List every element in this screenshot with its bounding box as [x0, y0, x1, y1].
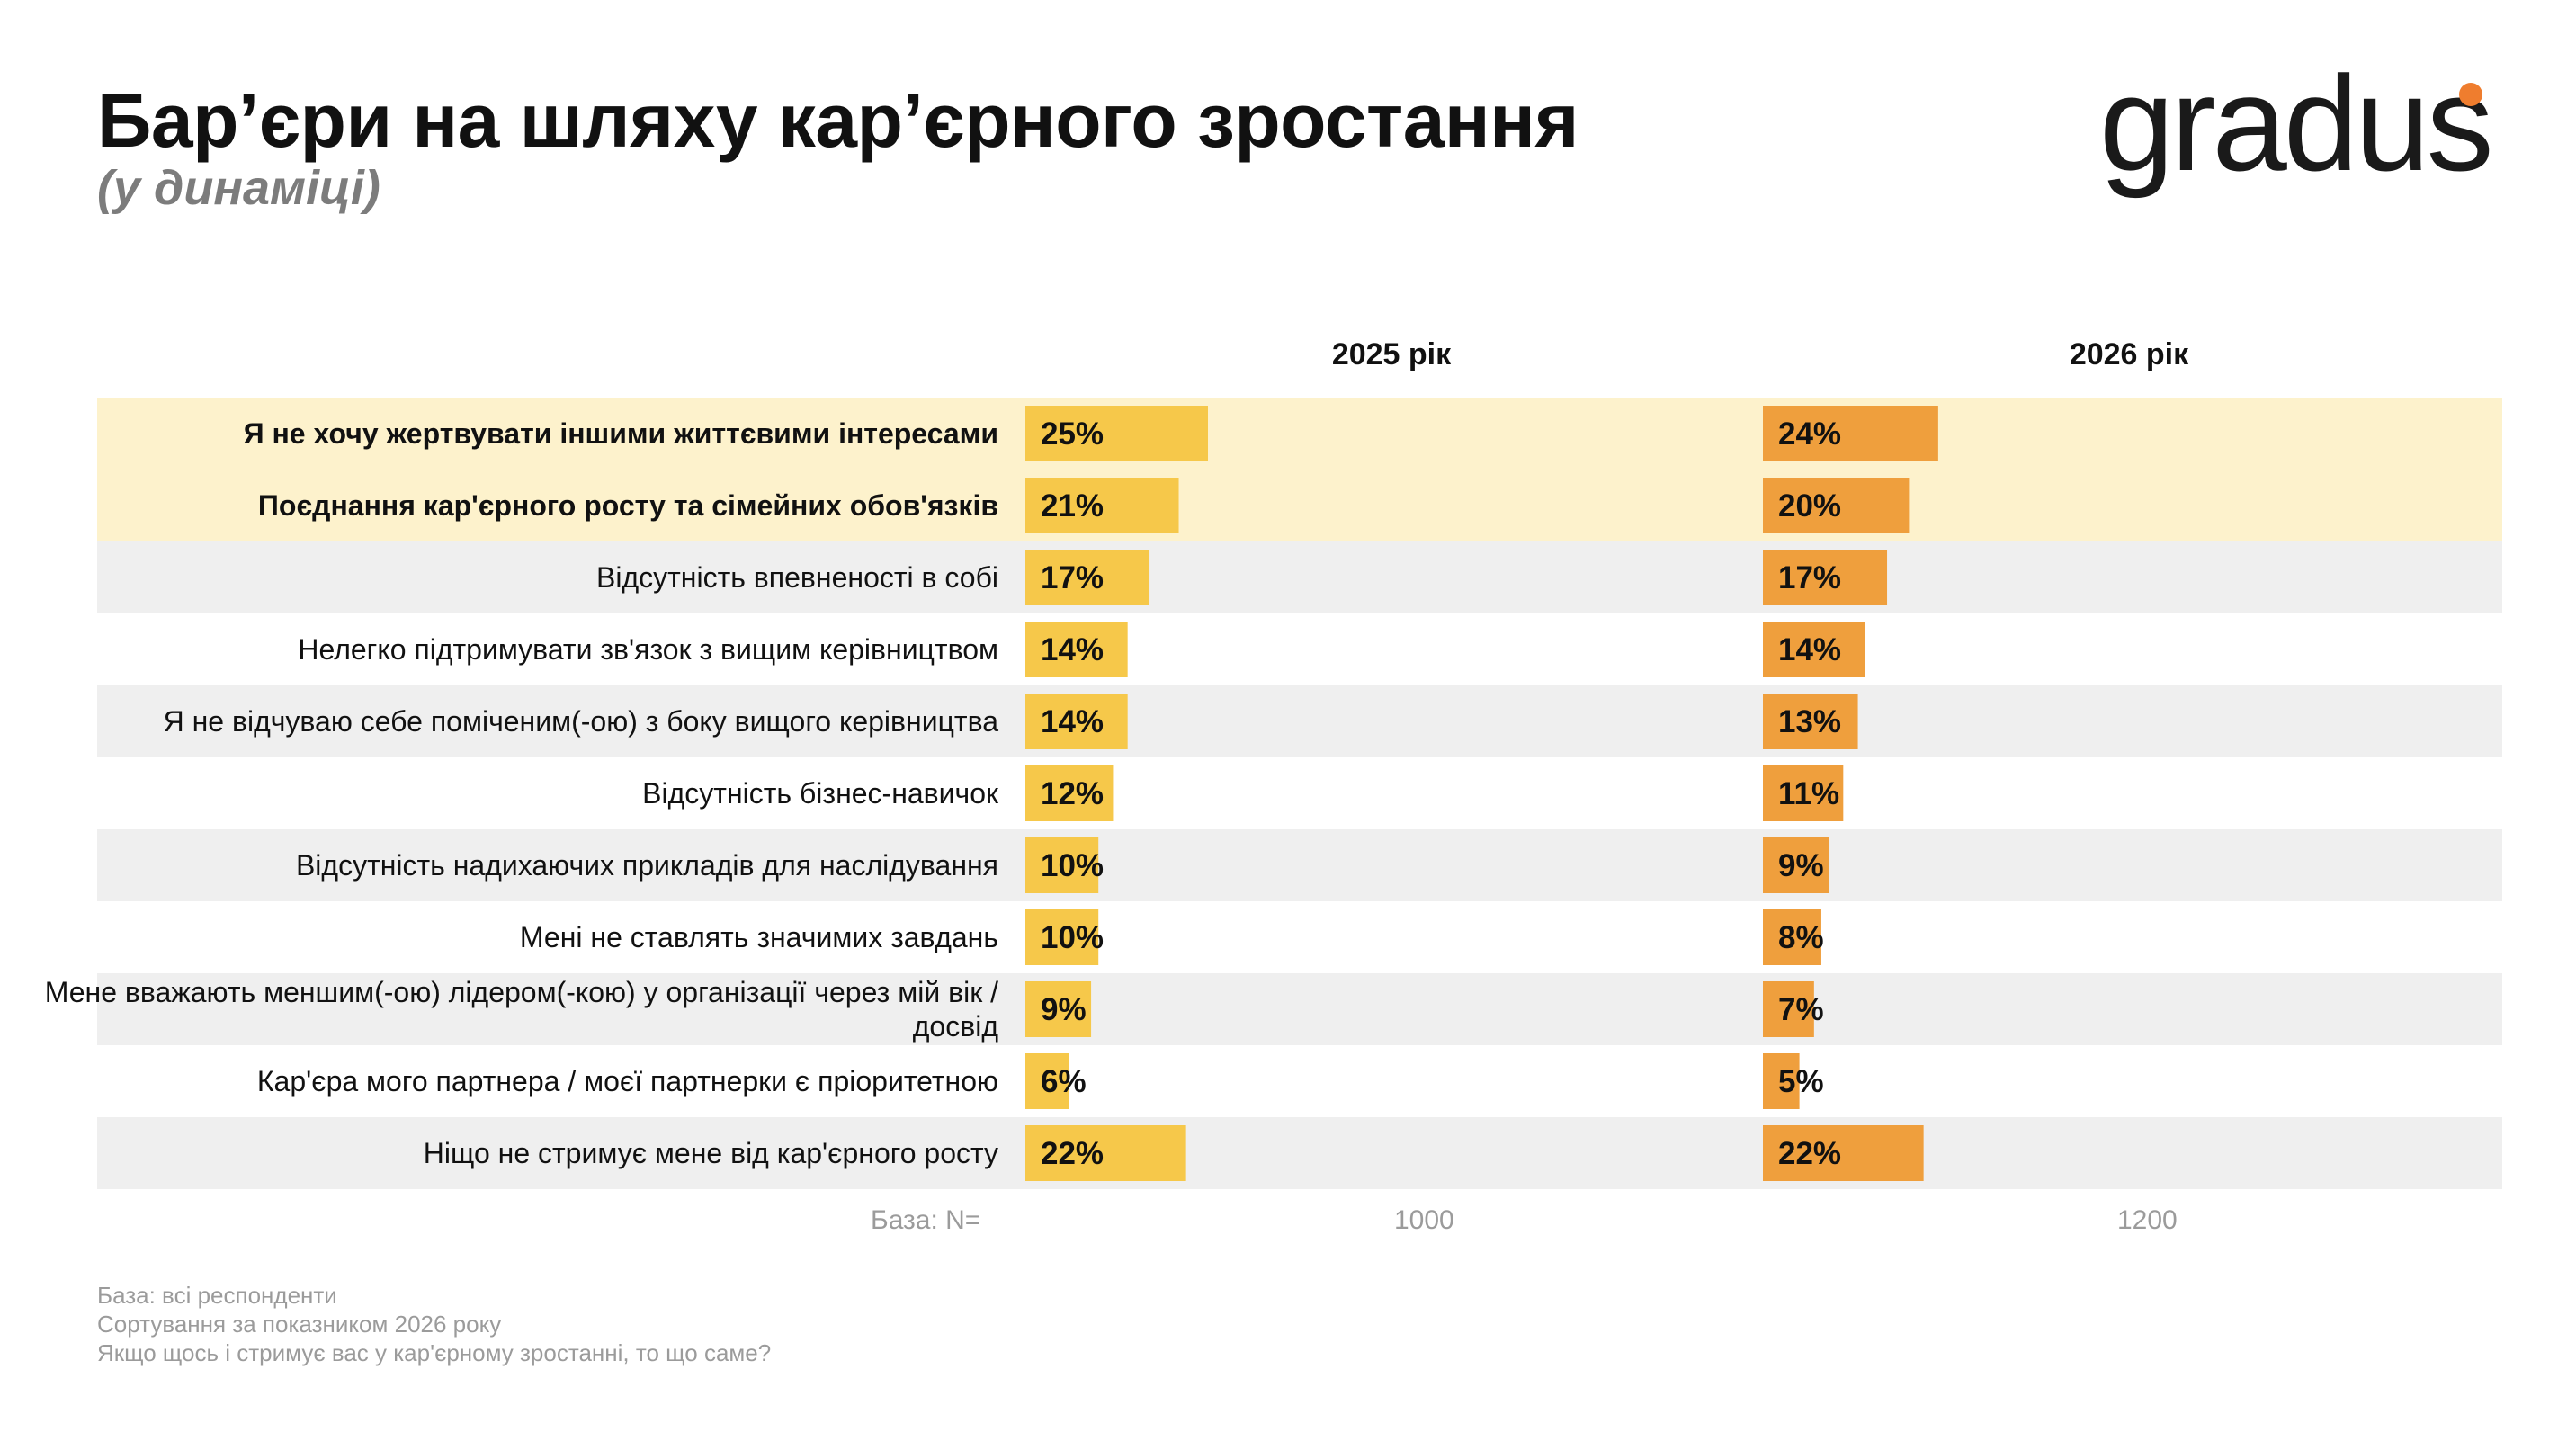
bar-2026: [1763, 550, 1888, 605]
row-band: [97, 541, 2502, 613]
data-label-2026: 22%: [1778, 1136, 1841, 1171]
bar-2026: [1763, 478, 1910, 533]
bar-2026: [1763, 1125, 1924, 1181]
bar-2026: [1763, 981, 1814, 1037]
base-n-2025: 1000: [1394, 1205, 1454, 1235]
category-label: Мені не ставлять значимих завдань: [520, 921, 998, 953]
bar-2025: [1025, 837, 1099, 893]
logo-dot-icon: [2459, 83, 2482, 106]
data-label-2026: 7%: [1778, 992, 1824, 1027]
footnote-question: Якщо щось і стримує вас у кар'єрному зро…: [97, 1339, 772, 1366]
row-band: [97, 973, 2502, 1045]
data-label-2025: 9%: [1041, 992, 1087, 1027]
data-label-2026: 11%: [1778, 776, 1839, 811]
row-band: [97, 685, 2502, 757]
page-subtitle: (у динаміці): [97, 161, 380, 215]
bar-2026: [1763, 406, 1938, 461]
data-label-2026: 24%: [1778, 416, 1841, 452]
bar-2025: [1025, 1053, 1069, 1109]
category-label: Я не відчуваю себе поміченим(-ою) з боку…: [164, 705, 999, 738]
bar-2025: [1025, 550, 1150, 605]
data-label-2025: 6%: [1041, 1064, 1087, 1099]
page-title: Бар’єри на шляху кар’єрного зростання: [97, 78, 1579, 163]
data-label-2025: 14%: [1041, 632, 1104, 667]
category-label: Ніщо не стримує мене від кар'єрного рост…: [424, 1137, 998, 1169]
bar-2025: [1025, 694, 1128, 749]
row-band: [97, 829, 2502, 901]
base-n-label: База: N=: [871, 1205, 981, 1235]
bar-2025: [1025, 406, 1208, 461]
bar-2025: [1025, 765, 1114, 821]
data-label-2025: 17%: [1041, 560, 1104, 595]
series-header-2025: 2025 рік: [1331, 337, 1452, 371]
category-label: Відсутність надихаючих прикладів для нас…: [296, 849, 998, 882]
bar-2025: [1025, 622, 1128, 677]
data-label-2025: 12%: [1041, 776, 1104, 811]
bar-2026: [1763, 622, 1865, 677]
row-band: [97, 398, 2502, 470]
data-label-2025: 21%: [1041, 488, 1104, 524]
data-label-2026: 5%: [1778, 1064, 1824, 1099]
category-label: Кар'єра мого партнера / моєї партнерки є…: [257, 1065, 998, 1097]
bar-2026: [1763, 765, 1844, 821]
category-label: Поєднання кар'єрного росту та сімейних о…: [258, 489, 998, 522]
bar-2025: [1025, 909, 1099, 965]
bar-2025: [1025, 1125, 1186, 1181]
data-label-2026: 17%: [1778, 560, 1841, 595]
data-label-2025: 10%: [1041, 848, 1104, 883]
bar-2025: [1025, 478, 1179, 533]
category-label: Мене вважають меншим(-ою) лідером(-кою) …: [45, 976, 999, 1043]
row-band: [97, 1117, 2502, 1189]
data-label-2026: 9%: [1778, 848, 1824, 883]
category-label: Я не хочу жертвувати іншими життєвими ін…: [244, 417, 998, 450]
bar-2026: [1763, 837, 1829, 893]
data-label-2026: 13%: [1778, 704, 1841, 739]
base-n-2026: 1200: [2117, 1205, 2178, 1235]
category-label: Відсутність впевненості в собі: [596, 561, 998, 594]
data-label-2026: 20%: [1778, 488, 1841, 524]
bar-2025: [1025, 981, 1092, 1037]
bar-2026: [1763, 909, 1821, 965]
category-label: Відсутність бізнес-навичок: [642, 777, 999, 810]
data-label-2025: 22%: [1041, 1136, 1104, 1171]
bar-2026: [1763, 694, 1858, 749]
data-label-2025: 25%: [1041, 416, 1104, 452]
data-label-2025: 14%: [1041, 704, 1104, 739]
footnote-sorting: Сортування за показником 2026 року: [97, 1311, 502, 1338]
series-header-2026: 2026 рік: [2069, 337, 2189, 371]
gradus-logo: gradus: [2099, 56, 2494, 200]
category-label: Нелегко підтримувати зв'язок з вищим кер…: [298, 633, 998, 666]
footnote-base: База: всі респонденти: [97, 1282, 337, 1309]
row-band: [97, 470, 2502, 541]
logo-wordmark: gradus: [2099, 48, 2494, 199]
data-label-2026: 8%: [1778, 920, 1824, 955]
bar-2026: [1763, 1053, 1800, 1109]
data-label-2025: 10%: [1041, 920, 1104, 955]
data-label-2026: 14%: [1778, 632, 1841, 667]
